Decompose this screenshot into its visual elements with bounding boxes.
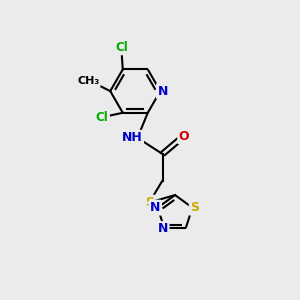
- Text: O: O: [179, 130, 189, 143]
- Text: S: S: [190, 201, 199, 214]
- Text: S: S: [145, 196, 154, 209]
- Text: N: N: [158, 223, 168, 236]
- Text: Cl: Cl: [115, 41, 128, 54]
- Text: Cl: Cl: [96, 111, 109, 124]
- Text: N: N: [150, 201, 160, 214]
- Text: N: N: [158, 85, 168, 98]
- Text: NH: NH: [122, 131, 142, 144]
- Text: CH₃: CH₃: [77, 76, 99, 86]
